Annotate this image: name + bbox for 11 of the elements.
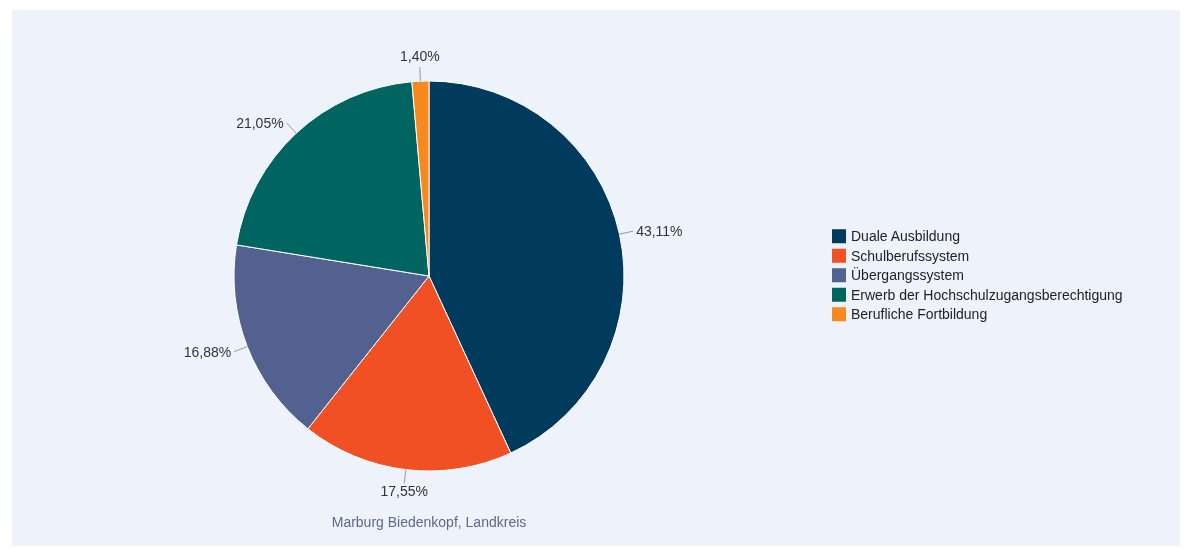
data-label: 21,05% <box>236 114 284 131</box>
legend-label: Übergangssystem <box>851 266 964 284</box>
legend-label: Duale Ausbildung <box>851 228 960 245</box>
data-label: 17,55% <box>380 482 428 499</box>
data-label: 16,88% <box>183 343 232 360</box>
text: Marburg Biedenkopf, Landkreis <box>331 514 527 530</box>
legend-label: Schulberufssystem <box>851 247 970 264</box>
legend-label: Erwerb der Hochschulzugangsberechtigung <box>851 286 1123 303</box>
data-label: 1,40% <box>399 48 440 65</box>
data-label: 43,11% <box>636 223 683 240</box>
legend-label: Berufliche Fortbildung <box>851 306 988 323</box>
